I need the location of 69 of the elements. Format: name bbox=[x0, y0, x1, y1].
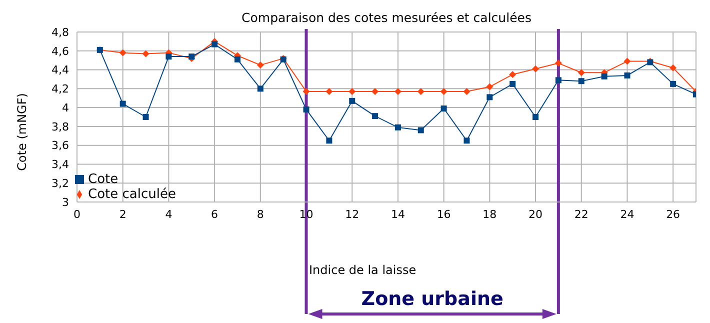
point bbox=[234, 56, 240, 62]
legend-label: Cote bbox=[88, 172, 118, 187]
text: Zone urbaine bbox=[361, 288, 504, 310]
point bbox=[486, 94, 493, 100]
point bbox=[486, 83, 494, 90]
y-tick-label: 4,6 bbox=[52, 44, 69, 58]
point bbox=[302, 88, 310, 95]
point bbox=[257, 86, 264, 92]
point bbox=[166, 54, 172, 60]
point bbox=[417, 88, 424, 95]
x-tick-label: 2 bbox=[119, 208, 126, 221]
x-tick-label: 8 bbox=[256, 208, 264, 221]
x-tick-label: 14 bbox=[390, 208, 405, 221]
legend-label: Cote calculée bbox=[88, 187, 176, 202]
x-axis-title: Indice de la laisse bbox=[309, 263, 416, 277]
point bbox=[256, 62, 264, 69]
point bbox=[440, 88, 448, 95]
point bbox=[464, 138, 470, 144]
x-tick-label: 26 bbox=[666, 208, 680, 221]
point bbox=[142, 50, 150, 58]
y-axis-title: Cote (mNGF) bbox=[15, 93, 29, 171]
point bbox=[394, 88, 402, 95]
point bbox=[372, 88, 379, 95]
point bbox=[463, 88, 470, 95]
point bbox=[670, 80, 676, 87]
point bbox=[555, 77, 562, 84]
point bbox=[510, 80, 516, 87]
chart-title: Comparaison des cotes mesurées et calculées bbox=[242, 10, 532, 25]
y-tick-label: 4,4 bbox=[52, 64, 69, 77]
y-tick-label: 4,8 bbox=[52, 26, 69, 39]
point bbox=[624, 58, 631, 65]
y-tick-label: 3,8 bbox=[52, 120, 69, 134]
point bbox=[554, 60, 562, 67]
point bbox=[120, 100, 126, 107]
x-tick-label: 0 bbox=[74, 208, 80, 221]
x-tick-label: 22 bbox=[574, 208, 588, 221]
x-tick-label: 20 bbox=[528, 208, 543, 221]
y-tick-label: 3,2 bbox=[52, 177, 69, 190]
point bbox=[440, 106, 447, 112]
x-tick-label: 6 bbox=[211, 208, 218, 221]
x-tick-label: 24 bbox=[620, 208, 634, 221]
x-tick-label: 12 bbox=[345, 208, 360, 221]
point bbox=[670, 64, 677, 72]
y-tick-label: 4,2 bbox=[52, 82, 69, 96]
point bbox=[348, 88, 356, 95]
y-tick-label: 3,4 bbox=[52, 158, 69, 172]
point bbox=[578, 69, 585, 76]
y-tick-label: 3 bbox=[62, 196, 69, 209]
point bbox=[119, 49, 126, 56]
point bbox=[394, 124, 401, 130]
point bbox=[326, 138, 332, 144]
point bbox=[303, 106, 310, 112]
point bbox=[212, 41, 218, 48]
point bbox=[578, 78, 584, 84]
point bbox=[349, 98, 356, 104]
y-tick-label: 3,6 bbox=[52, 139, 69, 152]
point bbox=[601, 73, 608, 80]
x-tick-label: 18 bbox=[482, 208, 497, 221]
x-tick-label: 16 bbox=[436, 208, 451, 221]
point bbox=[326, 88, 333, 95]
point bbox=[418, 127, 424, 134]
point bbox=[142, 114, 149, 120]
point bbox=[624, 72, 630, 78]
point bbox=[532, 114, 539, 120]
y-tick-label: 4 bbox=[62, 101, 69, 114]
x-tick-label: 4 bbox=[165, 208, 172, 221]
point bbox=[532, 65, 540, 72]
point bbox=[509, 71, 516, 78]
point bbox=[372, 113, 378, 120]
